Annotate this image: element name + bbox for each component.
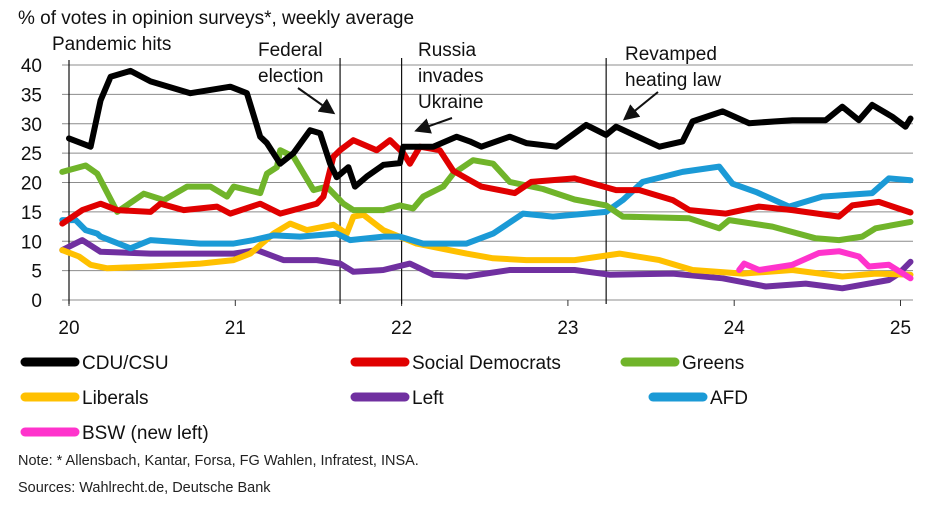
y-tick-label: 5 xyxy=(31,262,42,283)
series-lines xyxy=(59,67,914,292)
legend-label: BSW (new left) xyxy=(82,423,209,444)
series-line-bsw-new-left- xyxy=(736,248,914,282)
series-line-greens xyxy=(59,147,914,244)
x-axis-ticks: 20 21 22 23 24 25 xyxy=(58,300,911,339)
y-tick-label: 10 xyxy=(21,232,42,253)
footnote: Note: * Allensbach, Kantar, Forsa, FG Wa… xyxy=(18,453,419,469)
legend: CDU/CSU Social Democrats Greens Liberals Lef… xyxy=(20,353,748,444)
annotation-text: Russia xyxy=(418,40,477,61)
legend-label: Social Democrats xyxy=(412,353,561,374)
sources: Sources: Wahlrecht.de, Deutsche Bank xyxy=(18,480,271,496)
arrow-icon xyxy=(297,87,336,115)
legend-label: Liberals xyxy=(82,388,149,409)
annotation-text: Revamped xyxy=(625,44,717,65)
y-tick-label: 25 xyxy=(21,144,42,165)
series-line-liberals xyxy=(59,211,914,280)
annotation-text: Federal xyxy=(258,40,322,61)
series-line-cdu-csu xyxy=(66,67,914,190)
y-tick-label: 35 xyxy=(21,85,42,106)
legend-label: AFD xyxy=(710,388,748,409)
annotation-text: invades xyxy=(418,66,484,87)
legend-label: CDU/CSU xyxy=(82,353,169,374)
y-tick-label: 40 xyxy=(21,56,42,77)
x-tick-label: 21 xyxy=(225,318,246,339)
x-tick-label: 22 xyxy=(391,318,412,339)
series-line-social-democrats xyxy=(59,137,914,227)
annotation-text: Pandemic hits xyxy=(52,34,171,55)
annotation-text: heating law xyxy=(625,70,721,91)
x-tick-label: 24 xyxy=(724,318,746,339)
y-tick-label: 0 xyxy=(31,291,42,312)
annotation-text: election xyxy=(258,66,324,87)
series-line-left xyxy=(59,237,914,292)
arrow-icon xyxy=(414,117,453,134)
y-tick-label: 15 xyxy=(21,203,42,224)
x-tick-label: 25 xyxy=(890,318,911,339)
series-line-afd xyxy=(59,163,914,252)
chart-title: % of votes in opinion surveys*, weekly a… xyxy=(18,8,414,29)
y-axis-ticks: 0 5 10 15 20 25 30 35 40 xyxy=(21,56,42,312)
x-tick-label: 23 xyxy=(557,318,578,339)
annotation-text: Ukraine xyxy=(418,92,483,113)
legend-label: Greens xyxy=(682,353,744,374)
y-tick-label: 20 xyxy=(21,174,42,195)
annotations: Pandemic hits Federal election Russia invade… xyxy=(52,34,721,134)
arrow-icon xyxy=(622,91,659,121)
y-tick-label: 30 xyxy=(21,115,42,136)
legend-label: Left xyxy=(412,388,444,409)
x-tick-label: 20 xyxy=(58,318,79,339)
